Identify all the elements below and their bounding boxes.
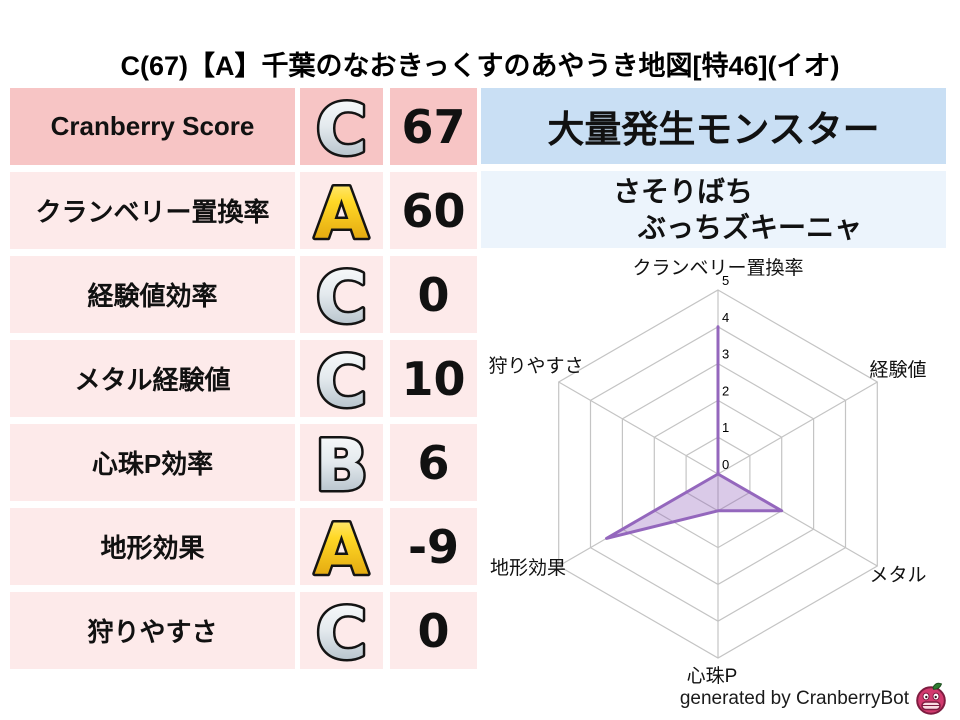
grade-letter: C: [316, 341, 367, 423]
grade-letter: A: [314, 173, 368, 255]
stat-label: 心珠P効率: [10, 424, 295, 501]
page-title: C(67)【A】千葉のなおきっくすのあやうき地図[特46](イオ): [120, 51, 840, 81]
grade-badge-b-icon: B: [300, 423, 383, 510]
monster-name: さそりばち: [613, 176, 754, 207]
stat-value: 67: [390, 88, 477, 165]
stat-value: -9: [390, 508, 477, 585]
outbreak-monster-list: さそりばちぶっちズキーニャ: [481, 171, 946, 248]
stat-label: Cranberry Score: [10, 88, 295, 165]
grade-badge-a-icon: A: [300, 507, 383, 594]
cranberry-mascot-icon: [916, 682, 946, 715]
radar-tick-label: 5: [722, 273, 729, 288]
radar-series: [605, 325, 784, 540]
stat-value: 0: [390, 592, 477, 669]
grade-badge-c-icon: C: [300, 87, 383, 174]
grade-letter: A: [314, 509, 368, 591]
radar-axis-label: クランベリー置換率: [632, 257, 803, 279]
stat-value: 0: [390, 256, 477, 333]
grade-badge-c-icon: C: [300, 591, 383, 678]
radar-tick-label: 4: [722, 310, 729, 325]
grade-badge-c-icon: C: [300, 255, 383, 342]
credit-text: generated by CranberryBot: [679, 687, 909, 709]
stat-value: 60: [390, 172, 477, 249]
stat-value: 10: [390, 340, 477, 417]
outbreak-monster-header: 大量発生モンスター: [481, 88, 946, 164]
stat-label: 狩りやすさ: [10, 592, 295, 669]
grade-badge-c-icon: C: [300, 339, 383, 426]
grade-letter: C: [316, 257, 367, 339]
stat-label: 地形効果: [10, 508, 295, 585]
radar-axis-label: 狩りやすさ: [488, 355, 583, 377]
stat-label: 経験値効率: [10, 256, 295, 333]
radar-tick-label: 3: [722, 347, 729, 362]
radar-tick-label: 2: [722, 383, 729, 398]
grade-badge-a-icon: A: [300, 171, 383, 258]
radar-axis-label: 地形効果: [490, 557, 566, 579]
stat-value: 6: [390, 424, 477, 501]
radar-tick-label: 0: [722, 457, 729, 472]
radar-axis-label: メタル: [869, 564, 926, 586]
credit-footer: generated by CranberryBot: [680, 681, 948, 716]
radar-axis-label: 経験値: [869, 359, 926, 381]
stat-label: メタル経験値: [10, 340, 295, 417]
grade-letter: C: [316, 593, 367, 675]
radar-axis-label: 心珠P: [687, 665, 738, 687]
grade-letter: B: [315, 425, 368, 507]
grade-letter: C: [316, 89, 367, 171]
monster-name: ぶっちズキーニャ: [638, 212, 863, 243]
radar-tick-label: 1: [722, 420, 729, 435]
stat-label: クランベリー置換率: [10, 172, 295, 249]
